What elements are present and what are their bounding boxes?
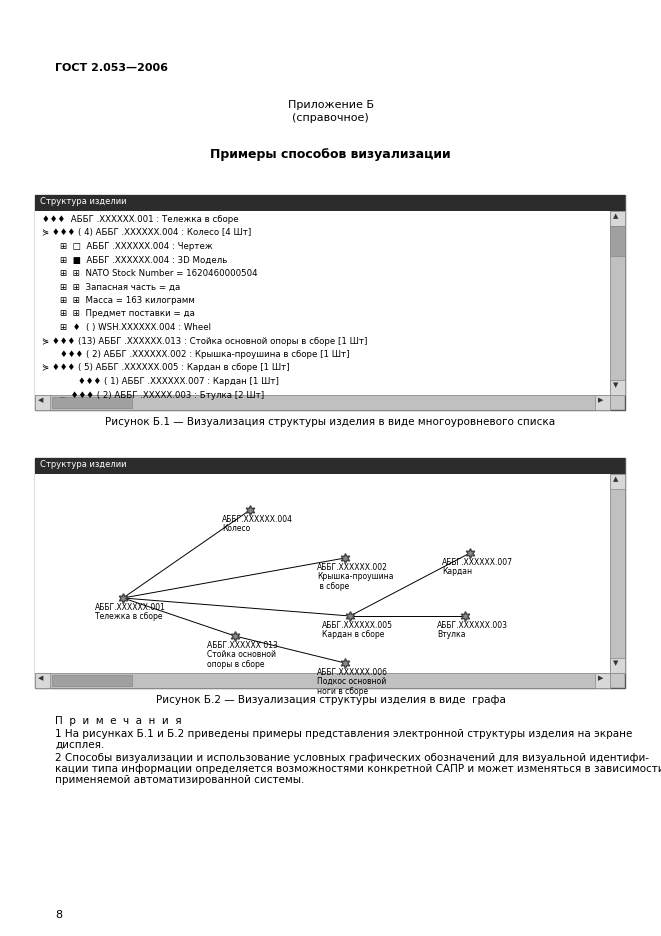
Text: Колесо: Колесо bbox=[222, 524, 251, 533]
Text: ⊞  ♦  ( ) WSH.XXXXXX.004 : Wheel: ⊞ ♦ ( ) WSH.XXXXXX.004 : Wheel bbox=[60, 323, 211, 332]
Bar bbox=[35, 395, 610, 410]
Text: ▲: ▲ bbox=[613, 476, 619, 482]
Text: (справочное): (справочное) bbox=[292, 113, 369, 123]
Text: ⊞  ⊞  Предмет поставки = да: ⊞ ⊞ Предмет поставки = да bbox=[60, 310, 195, 318]
Text: Примеры способов визуализации: Примеры способов визуализации bbox=[210, 148, 451, 161]
Text: Рисунок Б.2 — Визуализация структуры изделия в виде  графа: Рисунок Б.2 — Визуализация структуры изд… bbox=[155, 695, 506, 705]
Text: АББГ.XXXXXX.006: АББГ.XXXXXX.006 bbox=[317, 668, 388, 677]
Text: ▼: ▼ bbox=[613, 660, 619, 666]
Text: АББГ.XXXXXX.004: АББГ.XXXXXX.004 bbox=[222, 515, 293, 524]
Text: Крышка-проушина
 в сборе: Крышка-проушина в сборе bbox=[317, 572, 393, 592]
Bar bbox=[35, 395, 50, 410]
Bar bbox=[52, 675, 132, 686]
Text: Втулка: Втулка bbox=[437, 630, 465, 639]
Bar bbox=[35, 195, 625, 410]
Text: дисплея.: дисплея. bbox=[55, 740, 104, 750]
Text: АББГ.XXXXXX.003: АББГ.XXXXXX.003 bbox=[437, 621, 508, 630]
Text: Структура изделии: Структура изделии bbox=[40, 460, 126, 469]
Text: АББГ.XXXXXX.001: АББГ.XXXXXX.001 bbox=[95, 603, 166, 612]
Text: ⊞  ⊞  NATO Stock Number = 1620460000504: ⊞ ⊞ NATO Stock Number = 1620460000504 bbox=[60, 269, 258, 278]
Text: ⊞  ⊞  Запасная часть = да: ⊞ ⊞ Запасная часть = да bbox=[60, 283, 180, 291]
Text: кации типа информации определяется возможностями конкретной САПР и может изменят: кации типа информации определяется возмо… bbox=[55, 764, 661, 774]
Text: Подкос основной
ноги в сборе: Подкос основной ноги в сборе bbox=[317, 677, 386, 696]
Bar bbox=[35, 211, 610, 395]
Text: ◀: ◀ bbox=[38, 397, 44, 403]
Text: ♦♦♦  АББГ .XXXXXX.001 : Тележка в сборе: ♦♦♦ АББГ .XXXXXX.001 : Тележка в сборе bbox=[42, 215, 239, 224]
Bar bbox=[35, 673, 50, 688]
Text: ▲: ▲ bbox=[613, 213, 619, 219]
Bar bbox=[595, 395, 610, 410]
Text: АББГ.XXXXXX.005: АББГ.XXXXXX.005 bbox=[322, 621, 393, 630]
Bar bbox=[35, 458, 625, 474]
Text: ♦♦♦ ( 2) АББГ .XXXXXX.002 : Крышка-проушина в сборе [1 Шт]: ♦♦♦ ( 2) АББГ .XXXXXX.002 : Крышка-проуш… bbox=[60, 350, 350, 359]
Text: 1 На рисунках Б.1 и Б.2 приведены примеры представления электронной структуры из: 1 На рисунках Б.1 и Б.2 приведены пример… bbox=[55, 729, 633, 739]
Text: ▶: ▶ bbox=[598, 675, 603, 681]
Text: ⋟ ♦♦♦ ( 5) АББГ .XXXXXX.005 : Кардан в сборе [1 Шт]: ⋟ ♦♦♦ ( 5) АББГ .XXXXXX.005 : Кардан в с… bbox=[42, 363, 290, 373]
Text: АББГ.XXXXXX 013: АББГ.XXXXXX 013 bbox=[207, 641, 278, 650]
Bar bbox=[35, 673, 610, 688]
Text: ⊞  □  АББГ .XXXXXX.004 : Чертеж: ⊞ □ АББГ .XXXXXX.004 : Чертеж bbox=[60, 242, 213, 251]
Text: ⊞  ■  АББГ .XXXXXX.004 : 3D Модель: ⊞ ■ АББГ .XXXXXX.004 : 3D Модель bbox=[60, 256, 227, 265]
Text: ◀: ◀ bbox=[38, 675, 44, 681]
Bar bbox=[610, 211, 625, 395]
Text: ▶: ▶ bbox=[598, 397, 603, 403]
Text: П  р  и  м  е  ч  а  н  и  я: П р и м е ч а н и я bbox=[55, 716, 182, 726]
Text: Структура изделии: Структура изделии bbox=[40, 197, 126, 206]
Bar bbox=[35, 458, 625, 688]
Bar bbox=[610, 211, 625, 226]
Text: ⋟ ♦♦♦ (13) АББГ .XXXXXX.013 : Стойка основной опоры в сборе [1 Шт]: ⋟ ♦♦♦ (13) АББГ .XXXXXX.013 : Стойка осн… bbox=[42, 337, 368, 345]
Text: ⊞  ⊞  Масса = 163 килограмм: ⊞ ⊞ Масса = 163 килограмм bbox=[60, 296, 195, 305]
Bar bbox=[52, 397, 132, 408]
Text: ▼: ▼ bbox=[613, 382, 619, 388]
Bar bbox=[610, 474, 625, 489]
Bar bbox=[610, 658, 625, 673]
Text: 2 Способы визуализации и использование условных графических обозначений для визу: 2 Способы визуализации и использование у… bbox=[55, 753, 649, 763]
Text: АББГ.XXXXXX.002: АББГ.XXXXXX.002 bbox=[317, 563, 388, 572]
Bar bbox=[610, 380, 625, 395]
Text: ⋟ ♦♦♦ ( 4) АББГ .XXXXXX.004 : Колесо [4 Шт]: ⋟ ♦♦♦ ( 4) АББГ .XXXXXX.004 : Колесо [4 … bbox=[42, 228, 251, 238]
Text: Рисунок Б.1 — Визуализация структуры изделия в виде многоуровневого списка: Рисунок Б.1 — Визуализация структуры изд… bbox=[106, 417, 555, 427]
Text: применяемой автоматизированной системы.: применяемой автоматизированной системы. bbox=[55, 775, 304, 785]
Text: Кардан в сборе: Кардан в сборе bbox=[322, 630, 385, 639]
Bar bbox=[595, 673, 610, 688]
Text: 8: 8 bbox=[55, 910, 62, 920]
Text: АББГ.XXXXXX.007: АББГ.XXXXXX.007 bbox=[442, 558, 513, 567]
Text: Тележка в сборе: Тележка в сборе bbox=[95, 612, 163, 621]
Bar bbox=[35, 195, 625, 211]
Text: ГОСТ 2.053—2006: ГОСТ 2.053—2006 bbox=[55, 63, 168, 73]
Bar bbox=[35, 474, 610, 673]
Text: Кардан: Кардан bbox=[442, 567, 472, 576]
Text: ♦♦♦ ( 1) АББГ .XXXXXX.007 : Кардан [1 Шт]: ♦♦♦ ( 1) АББГ .XXXXXX.007 : Кардан [1 Шт… bbox=[78, 377, 279, 386]
Text: Стойка основной
опоры в сборе: Стойка основной опоры в сборе bbox=[207, 650, 276, 669]
Bar bbox=[610, 474, 625, 673]
Text: ..  ♦♦♦ ( 2) АББГ .XXXXX.003 : Бтулка [2 Шт]: .. ♦♦♦ ( 2) АББГ .XXXXX.003 : Бтулка [2 … bbox=[60, 390, 264, 400]
Text: Приложение Б: Приложение Б bbox=[288, 100, 373, 110]
Bar bbox=[610, 226, 625, 256]
